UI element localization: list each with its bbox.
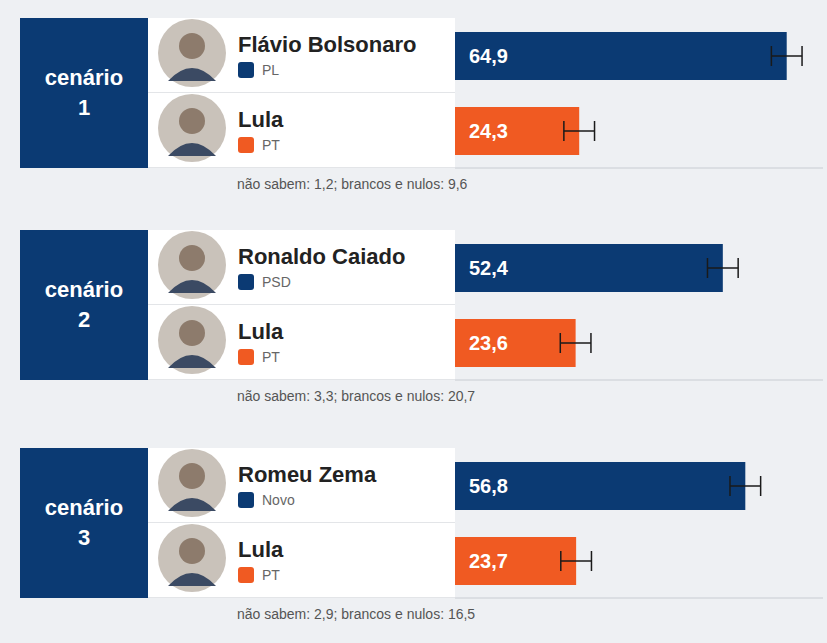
html-text:não sabem: 2,9; brancos e nulo: não sabem: 2,9; brancos e nulos: 16,5 xyxy=(237,606,476,622)
html-text:cenário: cenário xyxy=(44,495,124,520)
html-text:cenário: cenário xyxy=(44,277,124,302)
svg-text:23,6: 23,6 xyxy=(469,332,508,354)
svg-text:64,9: 64,9 xyxy=(469,45,508,67)
html-text:Novo: Novo xyxy=(262,492,295,508)
svg-text:23,7: 23,7 xyxy=(469,550,508,572)
html-text:1: 1 xyxy=(77,95,91,120)
html-text:cenário: cenário xyxy=(44,65,124,90)
html-text:PT: PT xyxy=(262,137,280,153)
html-text:PT: PT xyxy=(262,349,280,365)
html-text:não sabem: 3,3; brancos e nulo: não sabem: 3,3; brancos e nulos: 20,7 xyxy=(237,388,476,404)
html-text:PT: PT xyxy=(262,567,280,583)
html-text:Lula: Lula xyxy=(238,107,284,132)
html-text:Lula: Lula xyxy=(238,319,284,344)
html-text:3: 3 xyxy=(77,525,91,550)
html-text:Romeu Zema: Romeu Zema xyxy=(238,462,377,487)
svg-text:56,8: 56,8 xyxy=(469,475,508,497)
html-text:Flávio Bolsonaro: Flávio Bolsonaro xyxy=(238,32,417,57)
html-text:PL: PL xyxy=(262,62,280,78)
svg-text:52,4: 52,4 xyxy=(469,257,509,279)
html-text:não sabem: 1,2; brancos e nulo: não sabem: 1,2; brancos e nulos: 9,6 xyxy=(237,176,468,192)
html-text:PSD: PSD xyxy=(262,274,291,290)
html-text:Lula: Lula xyxy=(238,537,284,562)
html-text:2: 2 xyxy=(77,307,91,332)
svg-text:24,3: 24,3 xyxy=(469,120,508,142)
html-text:Ronaldo Caiado: Ronaldo Caiado xyxy=(238,244,406,269)
